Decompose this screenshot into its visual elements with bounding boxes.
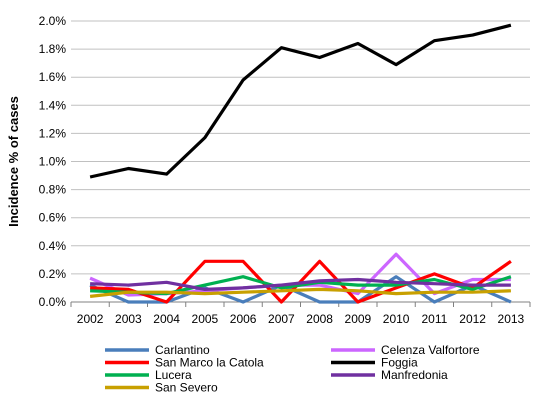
gridlines xyxy=(71,20,530,275)
x-axis-ticks: 2002 2003 2004 2005 2006 2007 2008 2009 2010 2011… xyxy=(70,302,531,326)
series-lines xyxy=(89,23,512,304)
x-tick-label: 2003 xyxy=(115,312,142,326)
x-tick-label: 2009 xyxy=(345,312,372,326)
legend-label-san-severo: San Severo xyxy=(155,381,218,395)
y-tick-label: 0.8% xyxy=(39,183,67,197)
y-tick-label: 1.0% xyxy=(39,155,67,169)
x-tick-label: 2006 xyxy=(230,312,257,326)
legend-label-celenza-valfortore: Celenza Valfortore xyxy=(381,343,480,357)
x-tick-label: 2007 xyxy=(268,312,295,326)
series-line-san-severo xyxy=(89,287,511,298)
y-tick-label: 0.2% xyxy=(39,267,67,281)
x-tick-label: 2002 xyxy=(77,312,104,326)
series-line-foggia xyxy=(89,23,512,179)
legend-label-carlantino: Carlantino xyxy=(155,343,210,357)
legend-label-lucera: Lucera xyxy=(155,368,192,382)
y-tick-label: 0.0% xyxy=(39,295,67,309)
x-tick-label: 2008 xyxy=(306,312,333,326)
series-line-manfredonia xyxy=(90,277,511,291)
y-tick-label: 1.2% xyxy=(39,126,67,140)
y-tick-label: 1.6% xyxy=(39,70,67,84)
x-tick-label: 2010 xyxy=(383,312,410,326)
y-tick-label: 0.6% xyxy=(39,211,67,225)
x-tick-label: 2013 xyxy=(498,312,525,326)
y-tick-label: 1.4% xyxy=(39,98,67,112)
y-tick-label: 1.8% xyxy=(39,42,67,56)
legend-label-manfredonia: Manfredonia xyxy=(381,368,448,382)
y-axis-ticks: 0.0% 0.2% 0.4% 0.6% 0.8% 1.0% 1.2% 1.4% 1.6% 1.8%… xyxy=(39,14,67,309)
x-tick-label: 2004 xyxy=(153,312,180,326)
legend: Carlantino Celenza Valfortore San Marco la… xyxy=(105,343,480,395)
legend-label-san-marco-la-catola: San Marco la Catola xyxy=(155,356,264,370)
x-tick-label: 2012 xyxy=(459,312,486,326)
x-tick-label: 2011 xyxy=(421,312,447,326)
x-tick-label: 2005 xyxy=(192,312,219,326)
y-tick-label: 0.4% xyxy=(39,239,67,253)
y-tick-label: 2.0% xyxy=(39,14,67,28)
series-line-carlantino xyxy=(89,275,512,304)
legend-label-foggia: Foggia xyxy=(381,356,418,370)
y-axis-label: Incidence % of cases xyxy=(6,96,21,227)
